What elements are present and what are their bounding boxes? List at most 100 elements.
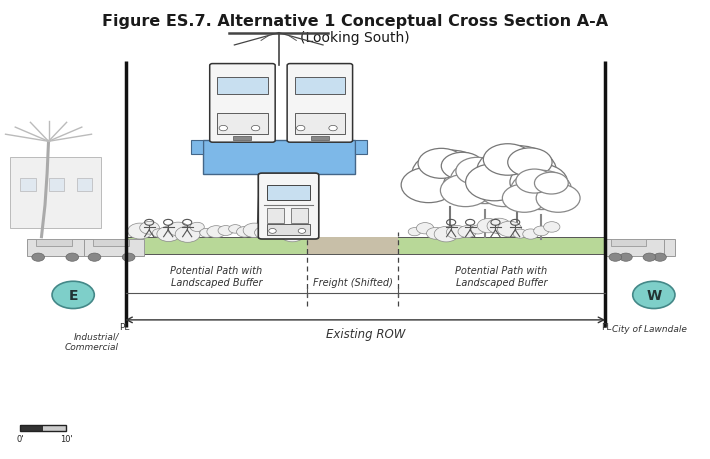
Circle shape (280, 226, 305, 242)
Circle shape (458, 226, 476, 238)
Circle shape (503, 185, 546, 213)
Circle shape (535, 173, 568, 195)
Circle shape (510, 164, 567, 202)
Circle shape (168, 223, 189, 236)
Circle shape (416, 223, 434, 235)
Bar (307, 237, 398, 254)
Circle shape (298, 229, 306, 234)
Circle shape (66, 253, 79, 262)
Polygon shape (257, 175, 270, 237)
Bar (43, 425, 66, 431)
Circle shape (412, 151, 488, 200)
Circle shape (484, 145, 532, 176)
Circle shape (219, 126, 227, 132)
Bar (217, 78, 268, 95)
Bar (611, 240, 646, 247)
Circle shape (536, 185, 580, 213)
Circle shape (175, 227, 200, 243)
Circle shape (516, 170, 553, 194)
Circle shape (447, 226, 467, 239)
Circle shape (207, 226, 226, 238)
Circle shape (329, 126, 337, 132)
Circle shape (633, 282, 675, 309)
Bar (234, 137, 251, 141)
Bar (191, 141, 203, 155)
Circle shape (251, 126, 260, 132)
Circle shape (435, 227, 458, 242)
Circle shape (128, 224, 153, 240)
Circle shape (268, 226, 279, 234)
Circle shape (88, 253, 101, 262)
Circle shape (269, 229, 276, 234)
Circle shape (401, 168, 456, 203)
FancyBboxPatch shape (287, 64, 353, 143)
Bar (355, 141, 367, 155)
Circle shape (544, 222, 560, 233)
Text: PL: PL (119, 323, 129, 331)
Text: Figure ES.7. Alternative 1 Conceptual Cross Section A-A: Figure ES.7. Alternative 1 Conceptual Cr… (102, 14, 608, 29)
Bar (28, 239, 87, 256)
Circle shape (290, 219, 313, 234)
Circle shape (471, 225, 485, 235)
Text: Freight (Shifted): Freight (Shifted) (312, 278, 393, 287)
Circle shape (487, 219, 511, 234)
Text: E: E (68, 288, 78, 302)
Circle shape (456, 158, 498, 185)
Text: Industrial/
Commercial: Industrial/ Commercial (65, 331, 119, 352)
Bar (77, 178, 92, 192)
Bar (217, 114, 268, 135)
Circle shape (440, 175, 491, 207)
Text: Potential Path with
Landscaped Buffer: Potential Path with Landscaped Buffer (170, 265, 263, 287)
Bar (36, 240, 72, 247)
Bar (267, 225, 310, 235)
Circle shape (153, 229, 166, 238)
Circle shape (443, 168, 498, 203)
Circle shape (122, 253, 135, 262)
Circle shape (190, 223, 204, 232)
FancyBboxPatch shape (209, 64, 275, 143)
Circle shape (276, 225, 290, 234)
Circle shape (427, 228, 444, 240)
Circle shape (498, 222, 522, 237)
Text: Existing ROW: Existing ROW (326, 327, 405, 340)
Bar (267, 185, 310, 201)
Circle shape (654, 253, 667, 262)
Bar (21, 178, 36, 192)
Text: 10': 10' (60, 434, 72, 443)
Bar (21, 425, 43, 431)
Bar (624, 240, 660, 247)
Circle shape (418, 149, 464, 179)
FancyBboxPatch shape (258, 174, 319, 240)
Circle shape (510, 171, 572, 210)
Circle shape (534, 227, 549, 236)
Circle shape (243, 224, 266, 238)
Circle shape (442, 153, 484, 180)
Bar (126, 237, 605, 254)
Circle shape (229, 225, 242, 234)
Circle shape (466, 164, 523, 202)
Circle shape (508, 149, 552, 177)
Polygon shape (273, 175, 285, 237)
Circle shape (218, 226, 234, 236)
Bar (21, 425, 66, 431)
Circle shape (52, 282, 94, 309)
Circle shape (477, 162, 516, 186)
Bar (3, 39, 706, 338)
Bar (203, 141, 355, 175)
Text: 0': 0' (16, 434, 24, 443)
Circle shape (236, 227, 253, 238)
Circle shape (255, 227, 273, 239)
Bar (295, 114, 345, 135)
Text: Potential Path with
Landscaped Buffer: Potential Path with Landscaped Buffer (455, 265, 547, 287)
Circle shape (643, 253, 656, 262)
Bar (291, 208, 308, 224)
Circle shape (408, 228, 421, 236)
Circle shape (477, 219, 500, 233)
Bar (605, 239, 665, 256)
Bar (295, 78, 345, 95)
Bar (267, 208, 284, 224)
Circle shape (476, 146, 557, 198)
Circle shape (523, 230, 539, 240)
Circle shape (32, 253, 45, 262)
Circle shape (450, 159, 520, 204)
